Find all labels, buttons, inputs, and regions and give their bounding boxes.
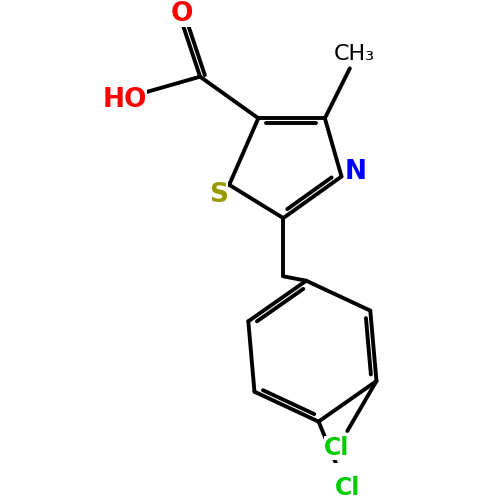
- Text: CH₃: CH₃: [334, 44, 374, 64]
- Text: S: S: [210, 182, 229, 208]
- Text: N: N: [345, 160, 367, 186]
- Text: Cl: Cl: [335, 476, 360, 500]
- Text: O: O: [170, 2, 192, 28]
- Text: Cl: Cl: [324, 436, 349, 460]
- Text: HO: HO: [103, 86, 148, 113]
